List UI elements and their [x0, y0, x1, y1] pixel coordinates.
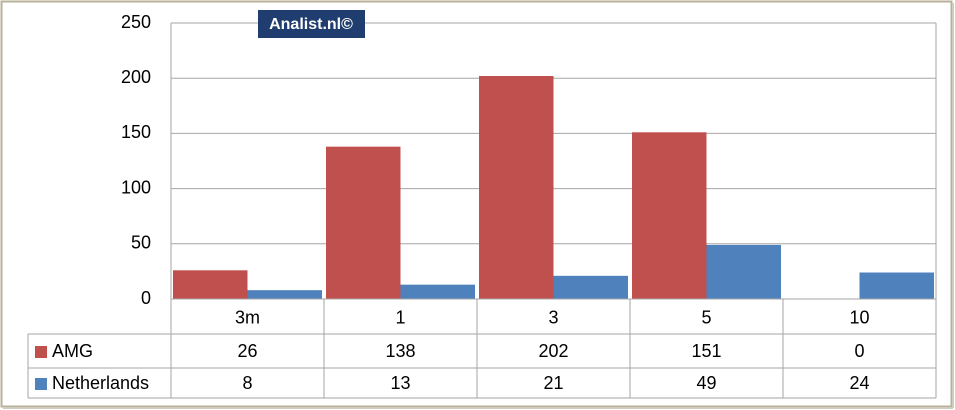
legend-swatch: [35, 346, 47, 358]
bar: [173, 270, 248, 299]
watermark-box: [258, 10, 365, 38]
bar: [859, 272, 934, 299]
watermark: Analist.nl©: [269, 16, 353, 33]
table-value: 138: [385, 341, 415, 361]
x-tick-label: 3m: [235, 307, 260, 327]
table-value: 151: [691, 341, 721, 361]
bar: [247, 290, 322, 299]
legend-label: Netherlands: [52, 373, 149, 393]
table-value: 13: [390, 373, 410, 393]
x-tick-label: 3: [548, 307, 558, 327]
y-tick-label: 200: [121, 67, 151, 87]
table-value: 21: [543, 373, 563, 393]
bar: [706, 244, 781, 299]
table-value: 202: [538, 341, 568, 361]
x-tick-label: 5: [701, 307, 711, 327]
table-value: 26: [237, 341, 257, 361]
table-value: 24: [849, 373, 869, 393]
table-value: 0: [854, 341, 864, 361]
legend-label: AMG: [52, 341, 93, 361]
table-value: 8: [242, 373, 252, 393]
y-tick-label: 100: [121, 177, 151, 197]
bar: [632, 132, 707, 299]
y-tick-label: 150: [121, 122, 151, 142]
bar: [553, 275, 628, 299]
bar: [479, 75, 554, 299]
y-tick-label: 250: [121, 12, 151, 32]
bar: [400, 284, 475, 299]
legend-swatch: [35, 378, 47, 390]
y-tick-label: 0: [141, 288, 151, 308]
x-tick-label: 1: [395, 307, 405, 327]
y-tick-label: 50: [131, 233, 151, 253]
table-value: 49: [696, 373, 716, 393]
bar: [326, 146, 401, 299]
x-tick-label: 10: [849, 307, 869, 327]
